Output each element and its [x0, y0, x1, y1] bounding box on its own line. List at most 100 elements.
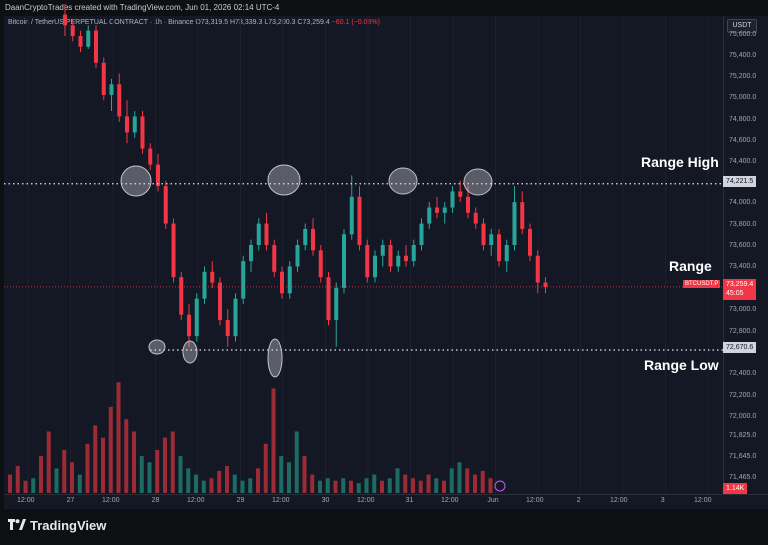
price-axis-tick: 72,200.0 [729, 392, 757, 399]
volume-bar [403, 474, 408, 493]
time-axis-tick: 28 [151, 497, 160, 504]
chart-pane[interactable] [4, 16, 723, 494]
candle-body [171, 223, 176, 278]
price-axis[interactable] [723, 16, 768, 494]
tradingview-logo-text: TradingView [30, 518, 107, 533]
candle-body [194, 298, 199, 337]
volume-bar [194, 474, 198, 493]
symbol-legend[interactable]: Bitcoin / TetherUS PERPETUAL CONTRACT · … [8, 19, 380, 26]
ohlc-close: C73,259.4 [297, 19, 330, 26]
time-axis-tick: 2 [576, 497, 581, 504]
candle-body [504, 245, 509, 262]
time-axis[interactable] [4, 494, 768, 509]
ohlc-low: L73,200.3 [264, 19, 296, 26]
range-high-annotation: Range High [641, 154, 719, 170]
price-axis-tick: 73,400.0 [729, 263, 757, 270]
candle-body [225, 320, 230, 337]
volume-bar [62, 449, 67, 493]
volume-bar [46, 431, 51, 493]
volume-bar [201, 480, 206, 493]
time-axis-tick: 12:00 [272, 497, 290, 504]
candle-body [388, 245, 393, 267]
time-axis-tick: 27 [66, 497, 75, 504]
volume-bar [93, 425, 98, 493]
candle-body [342, 234, 346, 288]
candle-body [380, 245, 385, 256]
volume-bar [54, 468, 59, 493]
symbol-name: Bitcoin / TetherUS PERPETUAL CONTRACT · … [8, 19, 194, 26]
price-axis-tick: 73,600.0 [729, 242, 757, 249]
candle-body [117, 84, 122, 117]
candle-body [233, 298, 238, 337]
volume-bar [387, 478, 392, 493]
highlight-circle [148, 339, 166, 355]
candle-body [210, 271, 215, 283]
candle-body [249, 245, 253, 262]
volume-bar [426, 474, 431, 493]
price-axis-tick: 72,800.0 [729, 328, 757, 335]
price-axis-tick: 73,000.0 [729, 306, 757, 313]
volume-bar [302, 456, 307, 493]
candle-body [148, 148, 153, 165]
volume-bar [480, 470, 485, 493]
ohlc-open: O73,319.5 [195, 19, 229, 26]
volume-bar [178, 456, 183, 493]
candle-body [489, 234, 494, 246]
tradingview-logo[interactable]: TradingView [8, 518, 106, 533]
price-axis-tick: 74,000.0 [729, 199, 757, 206]
footer [0, 509, 768, 545]
highlight-circle [463, 168, 493, 196]
price-axis-tick: 75,200.0 [729, 73, 757, 80]
candle-body [295, 245, 300, 267]
candle-body [349, 196, 354, 235]
candle-body [202, 271, 207, 299]
candle-body [86, 30, 91, 47]
candle-body [427, 207, 432, 224]
tradingview-logo-icon [8, 518, 26, 533]
volume-bar [108, 406, 113, 493]
last-price-tag: 73,259.4 45:05 [723, 279, 757, 300]
volume-bar [85, 443, 90, 493]
price-axis-tick: 74,400.0 [729, 158, 757, 165]
time-axis-tick: 12:00 [610, 497, 628, 504]
candle-body [411, 245, 416, 262]
volume-tag: 1.14K [723, 483, 748, 494]
candle-body [481, 223, 486, 246]
candle-body [528, 228, 532, 256]
volume-bar [442, 480, 446, 493]
volume-bar [163, 437, 167, 493]
volume-bar [101, 437, 105, 493]
volume-bar [294, 431, 299, 493]
highlight-circle [267, 164, 301, 196]
volume-bar [473, 474, 477, 493]
time-axis-tick: 30 [321, 497, 330, 504]
volume-bar [132, 431, 136, 493]
volume-bar [372, 474, 377, 493]
volume-bar [364, 478, 369, 493]
highlight-circle [388, 167, 418, 195]
candle-body [473, 212, 478, 224]
time-axis-tick: 29 [236, 497, 245, 504]
candle-body [450, 191, 455, 208]
volume-bar [263, 443, 268, 493]
volume-bar [318, 480, 322, 493]
highlight-circle [120, 165, 152, 197]
range-low-annotation: Range Low [644, 357, 719, 373]
volume-bar [457, 462, 462, 493]
candle-body [125, 116, 129, 133]
currency-button[interactable]: USDT [727, 19, 757, 33]
candle-body [109, 84, 114, 95]
volume-bar [380, 480, 384, 493]
ohlc-high: H73,339.3 [230, 19, 263, 26]
candle-body [272, 245, 277, 272]
candle-body [419, 223, 424, 246]
candle-body [535, 255, 540, 283]
volume-bar [256, 468, 260, 493]
volume-bar [395, 468, 400, 493]
price-axis-tick: 74,800.0 [729, 116, 757, 123]
range-high-price-tag: 74,221.5 [723, 176, 757, 187]
lightning-icon [494, 480, 506, 492]
candle-body [179, 277, 184, 315]
